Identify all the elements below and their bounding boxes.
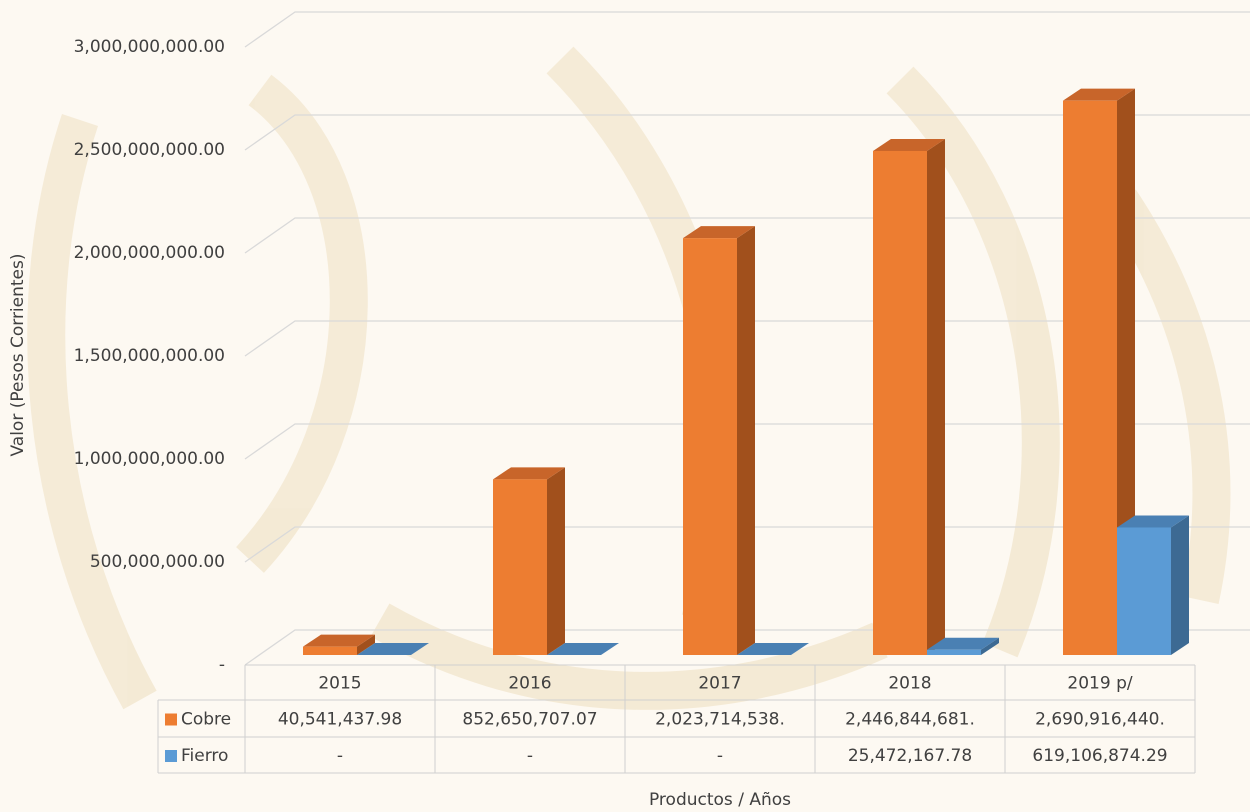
x-tick-label: 2015: [318, 674, 361, 694]
grid-line: [244, 114, 1250, 151]
bar-top: [1063, 88, 1135, 101]
table-cell: 40,541,437.98: [278, 710, 402, 730]
table-cell: -: [337, 746, 343, 766]
table-cell: -: [527, 746, 533, 766]
legend-swatch: [165, 713, 177, 726]
y-tick-label: -: [219, 655, 225, 675]
bar: [683, 238, 737, 655]
y-tick-label: 3,000,000,000.00: [74, 37, 225, 57]
bar-side: [1117, 88, 1135, 656]
legend-label: Fierro: [181, 746, 228, 766]
y-tick-label: 1,000,000,000.00: [74, 449, 225, 469]
bar-side: [981, 637, 999, 655]
bar: [303, 646, 357, 655]
bar: [1063, 100, 1117, 656]
bar-side: [737, 226, 755, 655]
legend-label: Cobre: [181, 710, 231, 730]
y-tick-label: 500,000,000.00: [90, 552, 225, 572]
bar-side: [927, 138, 945, 655]
bar-top: [357, 643, 429, 655]
y-axis-title: Valor (Pesos Corrientes): [8, 253, 28, 456]
bar: [1117, 527, 1171, 655]
bar-top: [873, 138, 945, 151]
x-tick-label: 2016: [508, 674, 551, 694]
table-cell: 25,472,167.78: [848, 746, 972, 766]
bar-side: [547, 467, 565, 655]
bar: [493, 479, 547, 655]
bar-side: [1171, 515, 1189, 655]
bar-top: [683, 226, 755, 239]
bar-top: [1117, 515, 1189, 528]
table-cell: 2,023,714,538.: [655, 710, 785, 730]
bar-top: [547, 643, 619, 655]
legend-swatch: [165, 750, 177, 762]
bar-top: [493, 467, 565, 480]
x-axis-title: Productos / Años: [649, 790, 791, 810]
x-tick-label: 2017: [698, 674, 741, 694]
x-tick-label: 2018: [888, 674, 931, 694]
bar: [873, 150, 927, 655]
table-cell: 2,446,844,681.: [845, 710, 975, 730]
grid-line: [244, 11, 1250, 48]
y-tick-label: 2,000,000,000.00: [74, 243, 225, 263]
table-cell: 852,650,707.07: [462, 710, 597, 730]
y-tick-label: 1,500,000,000.00: [74, 346, 225, 366]
bar-top: [737, 643, 809, 655]
table-cell: 2,690,916,440.: [1035, 710, 1165, 730]
bar-top: [303, 634, 375, 647]
y-tick-label: 2,500,000,000.00: [74, 140, 225, 160]
bar-top: [927, 637, 999, 650]
table-cell: 619,106,874.29: [1032, 746, 1167, 766]
bar: [927, 649, 981, 655]
x-tick-label: 2019 p/: [1067, 674, 1132, 694]
bar-side: [357, 634, 375, 655]
table-cell: -: [717, 746, 723, 766]
